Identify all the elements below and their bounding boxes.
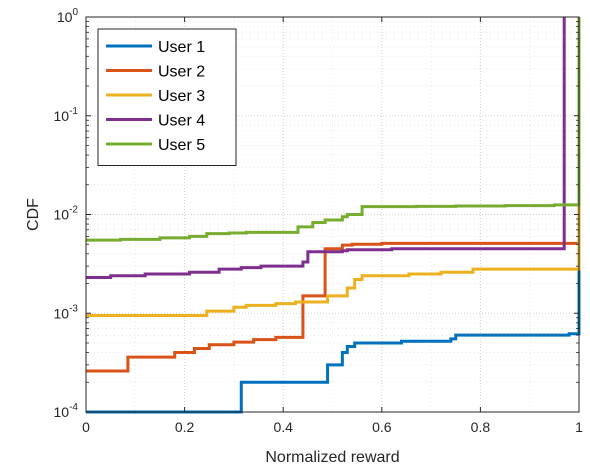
legend-entry-label: User 1 — [158, 39, 205, 56]
x-axis-label: Normalized reward — [265, 449, 399, 466]
x-tick-label: 0.2 — [175, 419, 195, 435]
legend-entry-label: User 2 — [158, 64, 205, 81]
series-line-user-5 — [86, 17, 581, 242]
legend-entry-label: User 3 — [158, 88, 205, 105]
series-line-user-2 — [86, 17, 581, 373]
y-tick-label: 10-2 — [54, 205, 79, 223]
series-lines — [86, 17, 581, 414]
ticks: 0 0.2 0.4 0.6 0.8 1 10-4 10-3 10-2 10-1 100 — [54, 7, 584, 435]
x-tick-label: 0.8 — [471, 419, 491, 435]
y-axis-label: CDF — [25, 198, 42, 231]
x-tick-label: 1 — [575, 419, 583, 435]
series-line-user-4 — [86, 17, 566, 280]
x-tick-label: 0.4 — [273, 419, 293, 435]
y-tick-label: 10-1 — [54, 106, 79, 124]
y-tick-label: 100 — [57, 7, 79, 25]
y-tick-label: 10-3 — [54, 303, 79, 321]
series-line-user-1 — [86, 17, 581, 414]
y-tick-label: 10-4 — [54, 402, 79, 420]
x-tick-label: 0 — [82, 419, 90, 435]
grid — [86, 17, 579, 412]
legend: User 1 User 2 User 3 User 4 User 5 — [97, 28, 237, 166]
x-tick-label: 0.6 — [372, 419, 392, 435]
series-line-user-3 — [86, 17, 581, 317]
legend-entry-label: User 5 — [158, 137, 205, 154]
legend-entry-label: User 4 — [158, 113, 205, 130]
